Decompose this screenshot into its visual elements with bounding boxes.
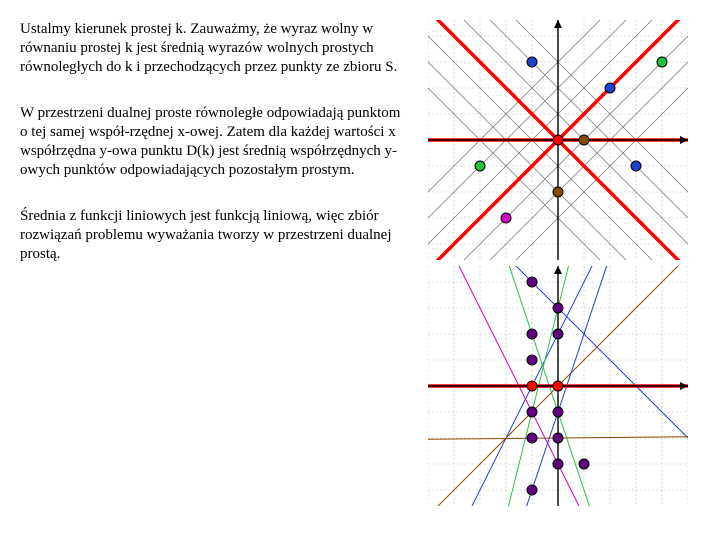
paragraph-2: W przestrzeni dualnej proste równoległe … [20, 104, 410, 179]
page: Ustalmy kierunek prostej k. Zauważmy, że… [20, 20, 700, 506]
plots-column [428, 20, 688, 506]
primal-plot [428, 20, 688, 260]
dual-plot [428, 266, 688, 506]
paragraph-1: Ustalmy kierunek prostej k. Zauważmy, że… [20, 20, 410, 76]
paragraph-3: Średnia z funkcji liniowych jest funkcją… [20, 207, 410, 263]
text-column: Ustalmy kierunek prostej k. Zauważmy, że… [20, 20, 410, 506]
